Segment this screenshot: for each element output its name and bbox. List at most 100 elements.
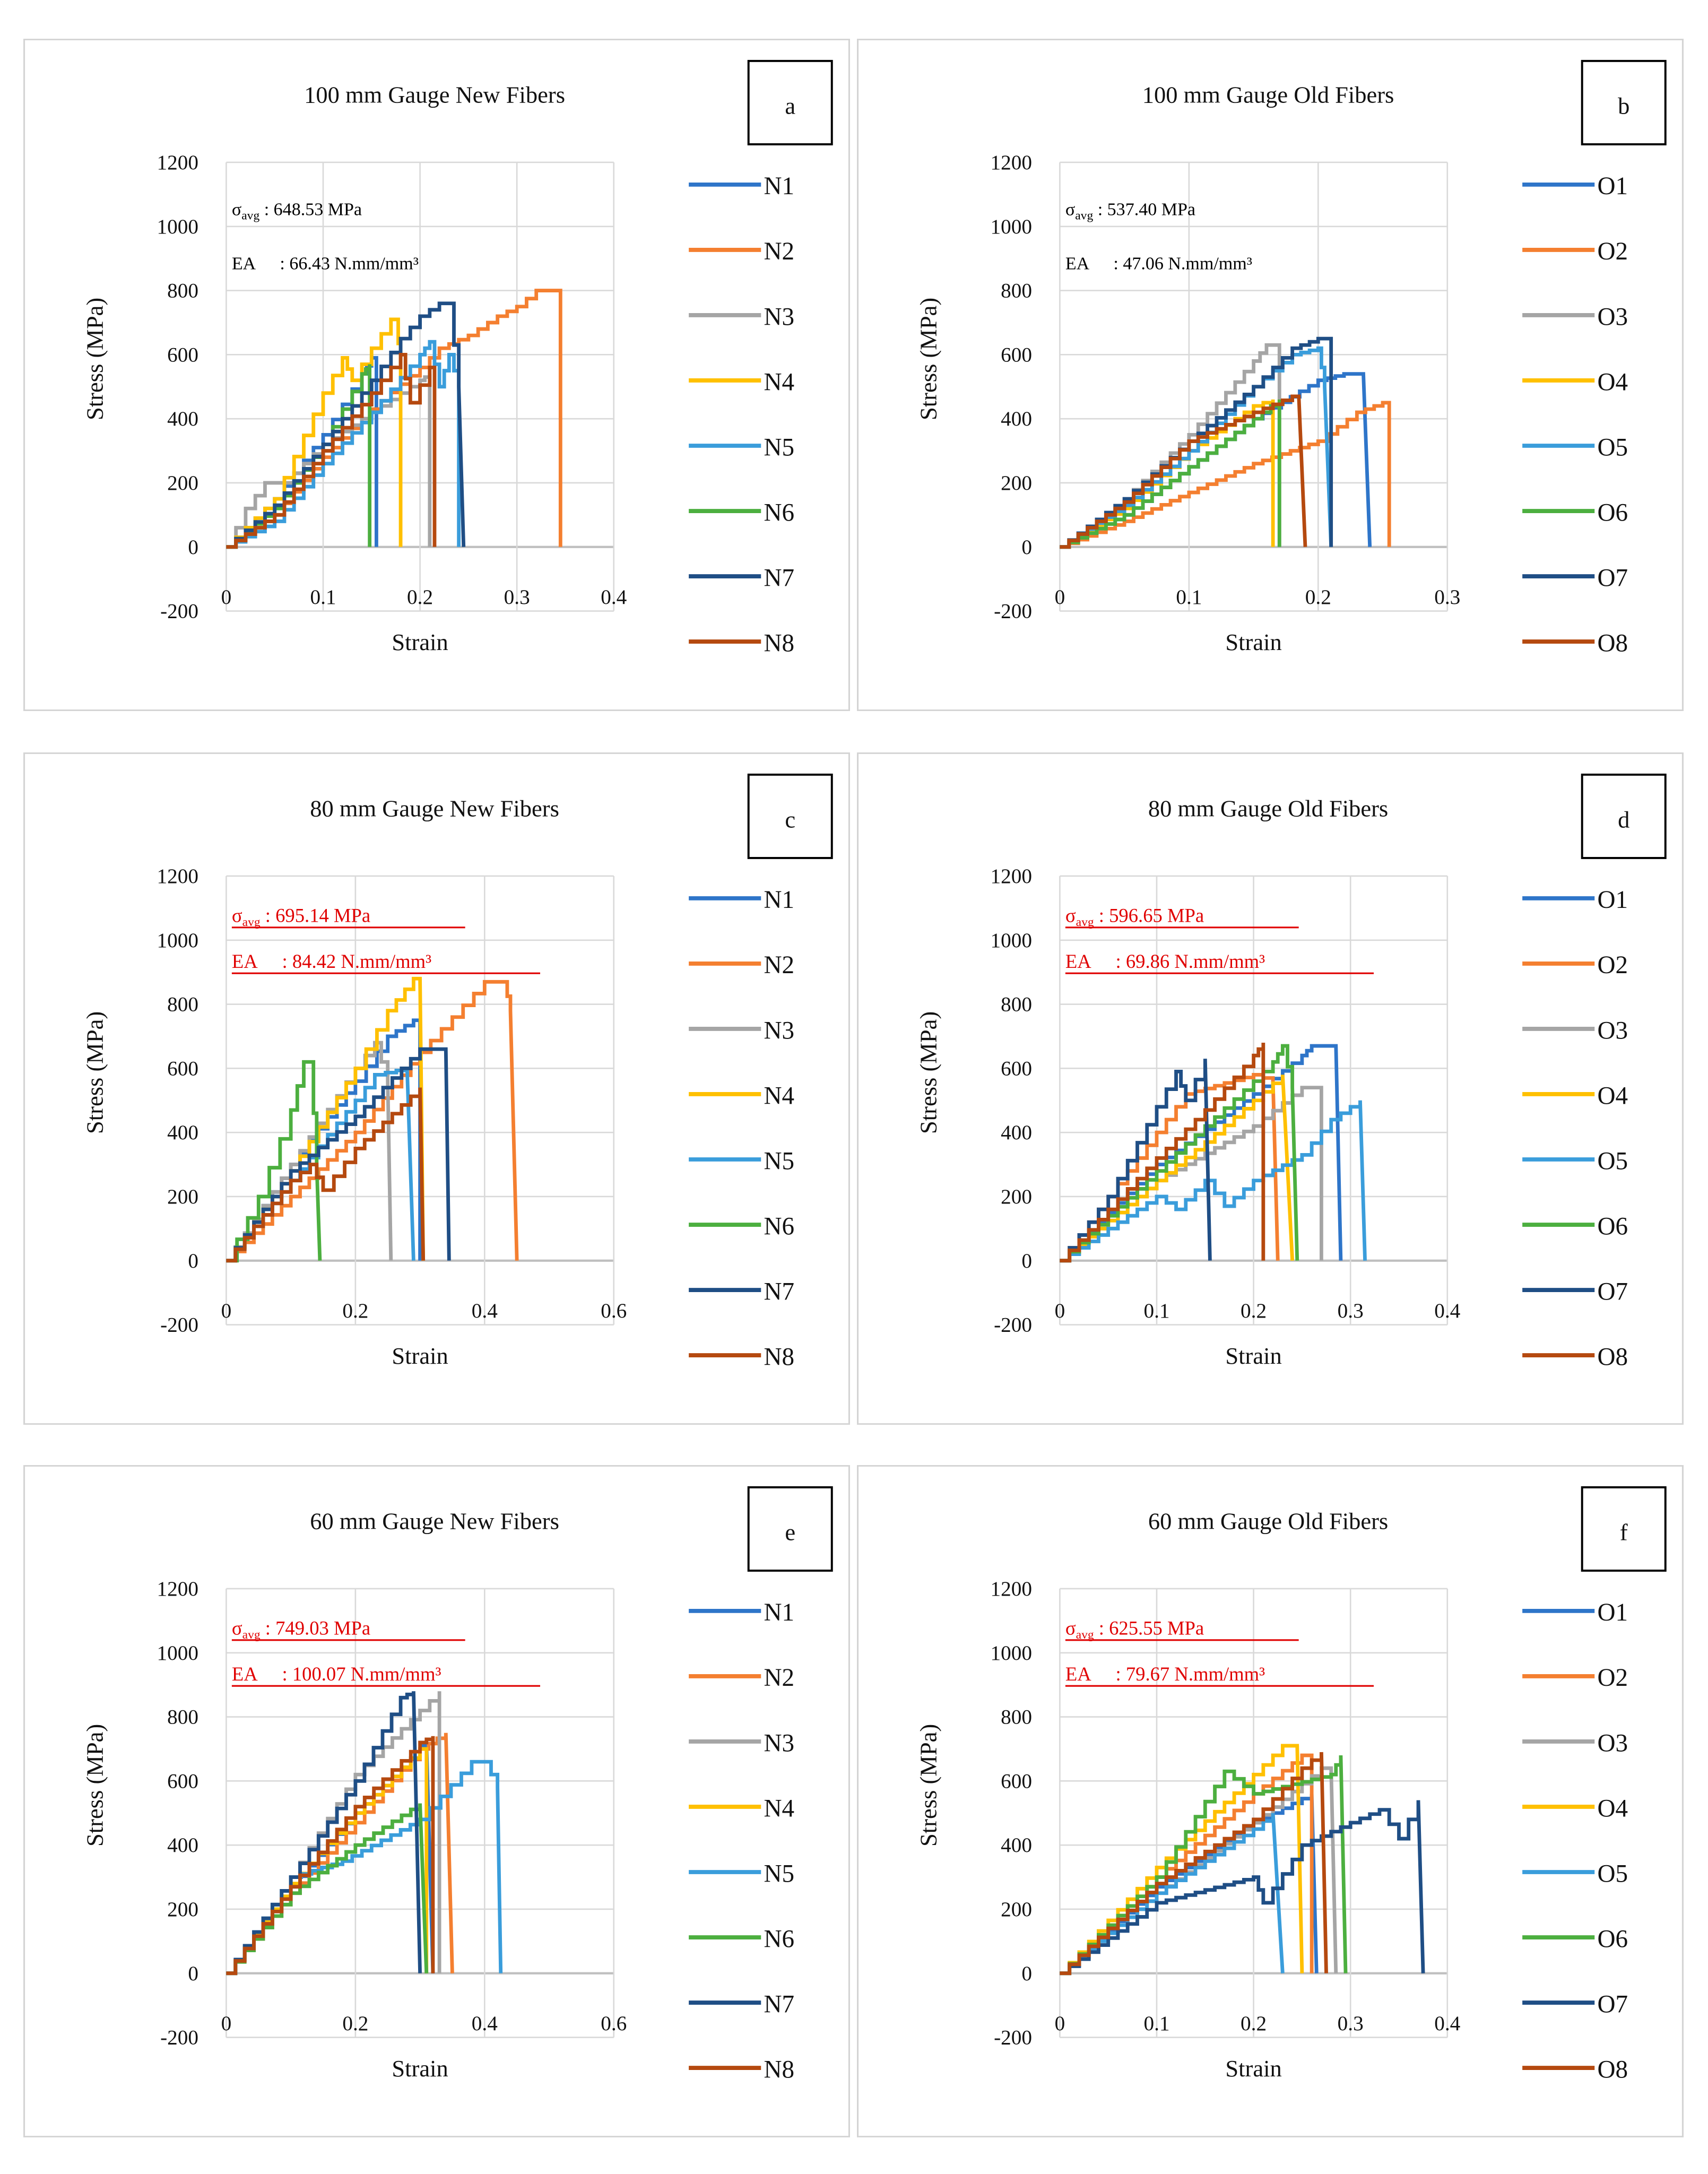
legend-label: O1 [1597,172,1628,200]
legend-label: O6 [1597,1925,1628,1953]
chart-title: 60 mm Gauge Old Fibers [1148,1508,1388,1534]
legend-label: N2 [764,1664,794,1692]
y-tick-label: 200 [1001,472,1032,495]
panel-border [857,752,1684,1425]
legend-label: N2 [764,238,794,265]
y-tick-label: 1000 [157,215,199,238]
y-tick-label: 1200 [157,1578,199,1600]
series-line-n8 [226,352,437,549]
chart-svg: 80 mm Gauge Old Fibers d 1200 1000 800 600 400… [857,752,1684,1425]
panel-letter-box [1581,773,1667,859]
y-axis-label: Stress (MPa) [81,1011,108,1134]
legend-label: N4 [764,1082,794,1110]
x-tick-label: 0.3 [1338,1300,1364,1322]
x-tick-label: 0.1 [1176,586,1202,609]
chart-panel-c: 80 mm Gauge New Fibers c 1200 1000 800 600 400… [23,752,850,1425]
x-tick-label: 0.3 [504,586,530,609]
legend-label: O1 [1597,1599,1628,1626]
chart-panel-d: 80 mm Gauge Old Fibers d 1200 1000 800 600 400… [857,752,1684,1425]
chart-svg: 60 mm Gauge Old Fibers f 1200 1000 800 600 400… [857,1465,1684,2137]
y-axis-label: Stress (MPa) [915,298,941,420]
chart-svg: 100 mm Gauge Old Fibers b 1200 1000 800 600 40… [857,39,1684,711]
y-tick-label: 800 [167,280,198,302]
panel-border [23,1465,850,2137]
legend-label: O2 [1597,1664,1628,1692]
ea-label: EA [232,254,256,274]
series-line-o5 [1060,1100,1367,1263]
x-tick-label: 0.6 [601,1300,627,1322]
legend-label: N1 [764,886,794,914]
x-tick-label: 0.2 [1241,2012,1267,2035]
legend-label: N4 [764,1795,794,1822]
series-line-o7 [1060,1800,1425,1976]
legend-label: N1 [764,172,794,200]
legend-label: O1 [1597,886,1628,914]
legend-label: O2 [1597,951,1628,979]
y-tick-label: 0 [1021,1250,1032,1272]
y-tick-label: 400 [167,408,198,430]
legend-label: N6 [764,1925,794,1953]
x-axis-label: Strain [1225,1342,1281,1369]
x-tick-label: 0.6 [601,2012,627,2035]
y-tick-label: 200 [1001,1185,1032,1208]
y-tick-label: 200 [167,1898,198,1921]
y-tick-label: 800 [167,1706,198,1729]
y-tick-label: 600 [1001,1770,1032,1792]
series-line-o8 [1060,1752,1328,1976]
x-axis-label: Strain [392,629,448,655]
y-tick-label: 0 [1021,536,1032,559]
ea-value: : 100.07 N.mm/mm³ [277,1663,441,1685]
y-tick-label: 400 [1001,1121,1032,1144]
y-tick-label: -200 [160,2026,198,2049]
x-tick-label: 0.2 [342,1300,368,1322]
legend-label: O8 [1597,1343,1628,1371]
x-tick-label: 0.2 [407,586,433,609]
y-tick-label: 600 [167,343,198,366]
sigma-symbol: σ [232,200,241,219]
x-tick-label: 0.2 [1305,586,1331,609]
legend-label: N2 [764,951,794,979]
panel-letter: b [1618,92,1629,119]
sigma-symbol: σ [1065,1617,1076,1639]
y-tick-label: 400 [1001,408,1032,430]
ea-label: EA [1065,950,1091,972]
legend-label: O7 [1597,1990,1628,2018]
panel-letter-box [747,773,833,859]
legend-label: N7 [764,1990,794,2018]
series-line-n8 [226,1087,426,1263]
x-axis-label: Strain [392,2055,448,2082]
y-tick-label: 0 [188,1962,198,1985]
y-axis-label: Stress (MPa) [915,1011,941,1134]
x-tick-label: 0.1 [310,586,336,609]
ea-annotation: EA : 100.07 N.mm/mm³ [232,1663,441,1685]
series-line-o6 [1060,1755,1348,1976]
panel-border [23,39,850,711]
legend-label: N5 [764,1860,794,1887]
y-axis-label: Stress (MPa) [81,1724,108,1847]
panel-border [857,1465,1684,2137]
sigma-value: : 648.53 MPa [259,200,362,219]
chart-title: 80 mm Gauge New Fibers [310,795,559,821]
panel-letter: e [785,1519,795,1545]
x-tick-label: 0 [1055,2012,1065,2035]
sigma-subscript: avg [241,209,259,222]
legend-label: N7 [764,564,794,592]
legend-label: O5 [1597,1860,1628,1887]
y-tick-label: 1200 [991,865,1033,888]
y-tick-label: 1200 [157,151,199,174]
y-tick-label: 600 [167,1057,198,1080]
legend-label: O6 [1597,1212,1628,1240]
legend-label: O3 [1597,1017,1628,1044]
sigma-avg-annotation: σavg : 648.53 MPa [232,200,362,222]
panel-letter-box [1581,1486,1667,1572]
panel-letter-box [747,59,833,145]
y-tick-label: 0 [1021,1962,1032,1985]
y-axis-label: Stress (MPa) [915,1724,941,1847]
legend-label: O7 [1597,564,1628,592]
y-tick-label: -200 [160,1314,198,1337]
chart-panel-b: 100 mm Gauge Old Fibers b 1200 1000 800 600 40… [857,39,1684,711]
chart-title: 80 mm Gauge Old Fibers [1148,795,1388,821]
y-tick-label: 400 [167,1834,198,1857]
chart-title: 100 mm Gauge New Fibers [304,81,565,108]
ea-value: : 69.86 N.mm/mm³ [1111,950,1265,972]
